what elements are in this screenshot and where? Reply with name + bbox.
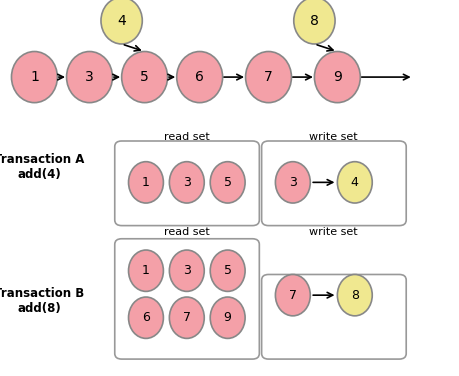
Ellipse shape [337, 274, 372, 316]
Text: 1: 1 [142, 176, 150, 189]
Ellipse shape [210, 250, 245, 291]
Text: 4: 4 [351, 176, 359, 189]
Ellipse shape [246, 52, 291, 103]
Text: 8: 8 [351, 289, 359, 302]
Text: 9: 9 [224, 311, 232, 324]
Ellipse shape [11, 52, 57, 103]
Ellipse shape [129, 162, 163, 203]
Text: 5: 5 [140, 70, 149, 84]
Ellipse shape [129, 250, 163, 291]
Text: 5: 5 [224, 176, 232, 189]
Ellipse shape [275, 162, 310, 203]
Ellipse shape [169, 162, 204, 203]
Text: 1: 1 [142, 264, 150, 277]
Text: 3: 3 [183, 176, 191, 189]
Text: 9: 9 [333, 70, 342, 84]
Text: 3: 3 [85, 70, 94, 84]
Text: 7: 7 [183, 311, 191, 324]
FancyBboxPatch shape [115, 239, 259, 359]
Ellipse shape [122, 52, 168, 103]
Text: 1: 1 [30, 70, 39, 84]
Ellipse shape [275, 274, 310, 316]
Ellipse shape [210, 162, 245, 203]
Text: 5: 5 [224, 264, 232, 277]
Text: 4: 4 [117, 14, 126, 28]
Ellipse shape [314, 52, 360, 103]
Text: 6: 6 [195, 70, 204, 84]
Text: read set: read set [164, 132, 210, 142]
Ellipse shape [210, 297, 245, 338]
Ellipse shape [169, 297, 204, 338]
Text: Transaction B
add(8): Transaction B add(8) [0, 287, 84, 315]
Text: 6: 6 [142, 311, 150, 324]
FancyBboxPatch shape [262, 141, 406, 226]
Ellipse shape [177, 52, 223, 103]
Text: 7: 7 [289, 289, 297, 302]
Text: 7: 7 [264, 70, 273, 84]
FancyBboxPatch shape [262, 274, 406, 359]
Ellipse shape [129, 297, 163, 338]
Text: 8: 8 [310, 14, 319, 28]
Ellipse shape [169, 250, 204, 291]
Text: 3: 3 [289, 176, 297, 189]
Ellipse shape [294, 0, 335, 44]
Text: write set: write set [309, 227, 358, 237]
Ellipse shape [337, 162, 372, 203]
FancyBboxPatch shape [115, 141, 259, 226]
Text: write set: write set [309, 132, 358, 142]
Text: 3: 3 [183, 264, 191, 277]
Text: read set: read set [164, 227, 210, 237]
Ellipse shape [101, 0, 142, 44]
Text: Transaction A
add(4): Transaction A add(4) [0, 153, 84, 181]
Ellipse shape [67, 52, 112, 103]
